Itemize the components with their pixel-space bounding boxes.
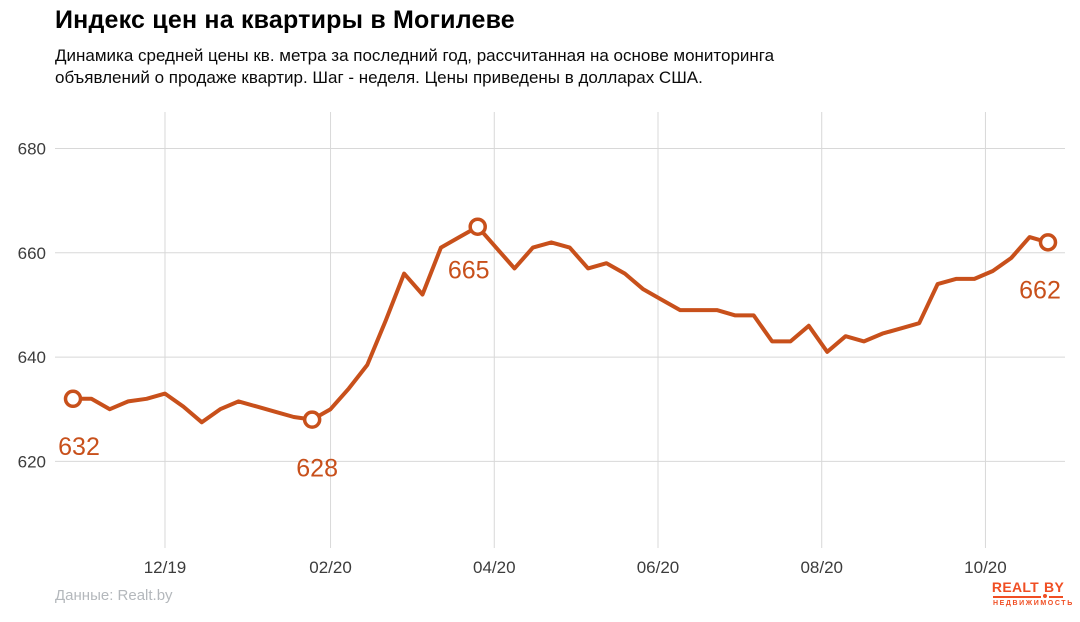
realt-logo-wordmark: REALT BY — [991, 579, 1065, 595]
chart-area: 12/19 02/20 04/20 06/20 08/20 10/20 620 640 660 6… — [0, 100, 1080, 617]
point-marker — [468, 217, 487, 236]
x-tick-label: 06/20 — [637, 558, 680, 577]
point-label: 662 — [1019, 276, 1061, 304]
point-label: 628 — [296, 455, 338, 483]
x-tick-label: 10/20 — [964, 558, 1007, 577]
header: Индекс цен на квартиры в Могилеве Динами… — [55, 6, 1035, 89]
logo-realt-text: REALT — [991, 579, 1040, 595]
x-tick-label: 02/20 — [309, 558, 352, 577]
price-line — [71, 224, 1050, 425]
subtitle-line-2: объявлений о продаже квартир. Шаг - неде… — [55, 68, 703, 87]
logo-tagline: НЕДВИЖИМОСТЬ — [993, 600, 1074, 607]
page-subtitle: Динамика средней цены кв. метра за после… — [55, 45, 1035, 89]
x-tick-label: 04/20 — [473, 558, 516, 577]
point-label: 665 — [448, 257, 490, 285]
y-tick-label: 660 — [18, 244, 46, 263]
logo-dot-icon — [1043, 594, 1047, 598]
subtitle-line-1: Динамика средней цены кв. метра за после… — [55, 46, 775, 65]
point-label: 632 — [58, 433, 100, 461]
y-tick-label: 680 — [18, 140, 46, 159]
x-tick-label: 08/20 — [800, 558, 843, 577]
y-tick-label: 620 — [18, 452, 46, 471]
price-chart: 12/19 02/20 04/20 06/20 08/20 10/20 620 640 660 6… — [18, 112, 1065, 577]
source-label: Данные: Realt.by — [55, 587, 173, 604]
logo-underline — [993, 594, 1063, 598]
logo-underline-right — [1049, 595, 1063, 598]
realt-logo: REALT BY НЕДВИЖИМОСТЬ — [991, 579, 1074, 607]
point-marker — [63, 389, 83, 409]
logo-underline-left — [993, 595, 1041, 598]
point-marker — [1038, 233, 1058, 252]
logo-by-text: BY — [1044, 579, 1065, 595]
x-tick-label: 12/19 — [144, 558, 187, 577]
point-marker — [302, 410, 322, 429]
page-title: Индекс цен на квартиры в Могилеве — [55, 6, 515, 34]
y-tick-label: 640 — [18, 348, 46, 367]
